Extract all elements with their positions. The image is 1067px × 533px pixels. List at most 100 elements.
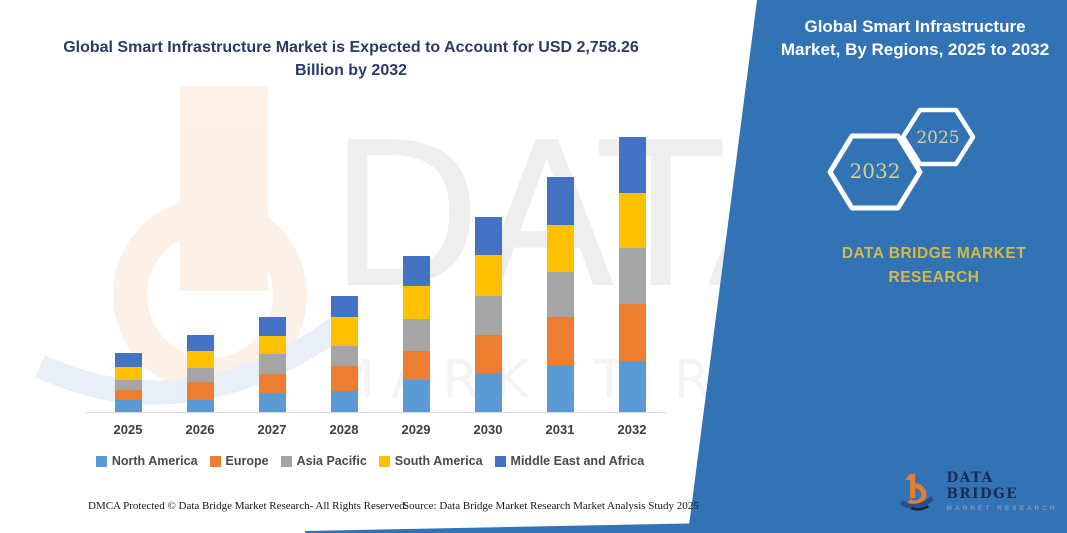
chart-title: Global Smart Infrastructure Market is Ex… xyxy=(63,39,639,79)
legend-swatch-icon xyxy=(494,455,506,467)
legend-label: North America xyxy=(111,454,198,468)
bar-segment-2026-south-america[interactable] xyxy=(186,351,214,368)
bar-2032[interactable] xyxy=(618,137,646,413)
x-axis-label-2029: 2029 xyxy=(401,422,431,437)
bar-segment-2031-europe[interactable] xyxy=(546,316,574,366)
x-axis-labels: 2025 2026 2027 2028 2029 2030 2031 2032 xyxy=(92,422,668,437)
bar-segment-2026-europe[interactable] xyxy=(186,382,214,401)
bar-segment-2025-asia-pacific[interactable] xyxy=(114,379,142,391)
x-axis-label-2027: 2027 xyxy=(257,422,287,437)
bar-segment-2027-north-america[interactable] xyxy=(258,393,286,413)
bar-segment-2030-south-america[interactable] xyxy=(474,255,502,297)
logo-b-icon xyxy=(899,473,935,511)
legend-swatch-icon xyxy=(209,455,221,467)
legend-label: South America xyxy=(394,454,483,468)
bar-column-2025 xyxy=(92,352,164,413)
bar-segment-2027-asia-pacific[interactable] xyxy=(258,354,286,374)
legend-item-asia-pacific[interactable]: Asia Pacific xyxy=(280,454,367,468)
chart-legend: North America Europe Asia Pacific South Ame… xyxy=(58,454,682,468)
bar-segment-2027-middle-east-and-africa[interactable] xyxy=(258,316,286,336)
bar-segment-2029-south-america[interactable] xyxy=(402,286,430,319)
legend-item-europe[interactable]: Europe xyxy=(209,454,269,468)
bar-segment-2030-europe[interactable] xyxy=(474,334,502,373)
bar-2028[interactable] xyxy=(330,295,358,413)
hexagon-2032 xyxy=(827,133,923,211)
bar-segment-2026-asia-pacific[interactable] xyxy=(186,367,214,383)
bar-segment-2031-north-america[interactable] xyxy=(546,365,574,413)
x-axis-label-2025: 2025 xyxy=(113,422,143,437)
bar-segment-2028-middle-east-and-africa[interactable] xyxy=(330,295,358,318)
hexagon-2025-label: 2025 xyxy=(916,128,960,148)
x-axis-line xyxy=(86,412,666,413)
brand-text: DATA BRIDGE MARKET RESEARCH xyxy=(841,245,1027,286)
bar-segment-2029-europe[interactable] xyxy=(402,350,430,381)
bar-segment-2032-north-america[interactable] xyxy=(618,360,646,413)
x-axis-label-2031: 2031 xyxy=(545,422,575,437)
bar-segment-2028-europe[interactable] xyxy=(330,365,358,391)
hexagon-2032-label: 2032 xyxy=(849,159,901,183)
bar-segment-2026-north-america[interactable] xyxy=(186,400,214,413)
bar-segment-2030-middle-east-and-africa[interactable] xyxy=(474,216,502,256)
bar-segment-2027-south-america[interactable] xyxy=(258,335,286,354)
bar-segment-2029-asia-pacific[interactable] xyxy=(402,318,430,351)
bar-2026[interactable] xyxy=(186,335,214,413)
bar-column-2026 xyxy=(164,335,236,413)
bar-segment-2026-middle-east-and-africa[interactable] xyxy=(186,335,214,352)
bar-segment-2031-south-america[interactable] xyxy=(546,224,574,272)
bar-segment-2030-asia-pacific[interactable] xyxy=(474,296,502,335)
bottom-accent-sliver xyxy=(305,523,715,533)
bar-segment-2025-north-america[interactable] xyxy=(114,400,142,413)
logo-tagline: MARKET RESEARCH xyxy=(946,505,1058,512)
bar-segment-2029-middle-east-and-africa[interactable] xyxy=(402,255,430,287)
bar-2031[interactable] xyxy=(546,176,574,413)
bar-segment-2031-asia-pacific[interactable] xyxy=(546,271,574,317)
logo-name: DATA BRIDGE xyxy=(946,470,1018,502)
bar-column-2027 xyxy=(236,316,308,413)
x-axis-label-2026: 2026 xyxy=(185,422,215,437)
bar-column-2029 xyxy=(380,255,452,413)
legend-item-south-america[interactable]: South America xyxy=(378,454,483,468)
logo-text: DATA BRIDGE MARKET RESEARCH xyxy=(947,470,1067,512)
x-axis-label-2028: 2028 xyxy=(329,422,359,437)
bar-column-2031 xyxy=(524,176,596,413)
bar-column-2028 xyxy=(308,295,380,413)
x-axis-label-2032: 2032 xyxy=(617,422,647,437)
x-axis-label-2030: 2030 xyxy=(473,422,503,437)
bar-segment-2028-north-america[interactable] xyxy=(330,390,358,413)
bar-column-2030 xyxy=(452,216,524,413)
legend-item-middle-east-and-africa[interactable]: Middle East and Africa xyxy=(494,454,645,468)
bar-2029[interactable] xyxy=(402,255,430,413)
bar-column-2032 xyxy=(596,137,668,413)
bar-segment-2025-europe[interactable] xyxy=(114,390,142,401)
footer-source: Source: Data Bridge Market Research Mark… xyxy=(403,500,699,512)
panel-heading: Global Smart Infrastructure Market, By R… xyxy=(780,17,1050,59)
hexagon-2025 xyxy=(900,107,976,167)
bar-segment-2032-europe[interactable] xyxy=(618,303,646,361)
legend-swatch-icon xyxy=(280,455,292,467)
legend-label: Asia Pacific xyxy=(296,454,367,468)
bar-segment-2025-middle-east-and-africa[interactable] xyxy=(114,352,142,367)
bar-segment-2028-asia-pacific[interactable] xyxy=(330,345,358,366)
bar-2030[interactable] xyxy=(474,216,502,413)
bar-segment-2025-south-america[interactable] xyxy=(114,366,142,380)
bar-2027[interactable] xyxy=(258,316,286,413)
legend-swatch-icon xyxy=(378,455,390,467)
legend-item-north-america[interactable]: North America xyxy=(95,454,198,468)
bar-segment-2032-asia-pacific[interactable] xyxy=(618,247,646,304)
legend-label: Europe xyxy=(225,454,269,468)
bar-segment-2027-europe[interactable] xyxy=(258,374,286,393)
bar-segment-2030-north-america[interactable] xyxy=(474,372,502,413)
bar-segment-2032-south-america[interactable] xyxy=(618,192,646,248)
bar-chart xyxy=(92,130,668,413)
footer-copyright: DMCA Protected © Data Bridge Market Rese… xyxy=(88,500,408,512)
legend-swatch-icon xyxy=(95,455,107,467)
company-logo: DATA BRIDGE MARKET RESEARCH xyxy=(898,470,1067,512)
bar-segment-2029-north-america[interactable] xyxy=(402,380,430,413)
bar-segment-2028-south-america[interactable] xyxy=(330,317,358,346)
bar-segment-2031-middle-east-and-africa[interactable] xyxy=(546,176,574,225)
bar-segment-2032-middle-east-and-africa[interactable] xyxy=(618,137,646,193)
bar-2025[interactable] xyxy=(114,352,142,413)
legend-label: Middle East and Africa xyxy=(510,454,645,468)
